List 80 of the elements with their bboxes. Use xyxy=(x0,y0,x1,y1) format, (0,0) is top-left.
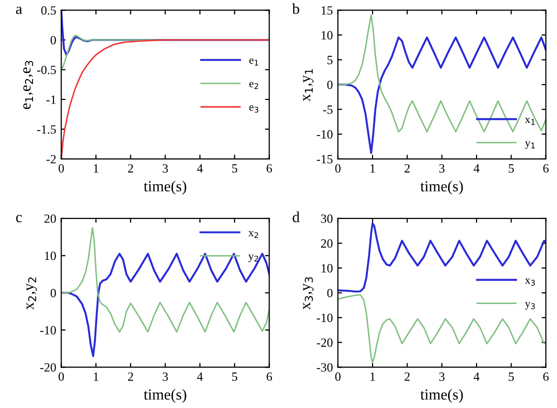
y-tick-label: 20 xyxy=(44,214,56,223)
y-tick-label: -2 xyxy=(46,155,56,164)
y-tick-label: -15 xyxy=(316,155,333,164)
y-tick-label: 5 xyxy=(327,56,333,64)
y-tick-label: 10 xyxy=(322,264,333,272)
y-tick-label: 30 xyxy=(321,214,333,223)
x-tick-label: 1 xyxy=(94,164,98,172)
legend-label: x$_{2}$ xyxy=(248,231,258,238)
y-axis-title: e$_{1}$,e$_{2}$,e$_{3}$ xyxy=(23,60,34,110)
legend-label: y$_{2}$ xyxy=(248,254,258,262)
y-tick-label: -10 xyxy=(316,314,333,322)
x-tick-label: 6 xyxy=(266,372,272,381)
x-tick-label: 6 xyxy=(543,372,549,381)
x-tick-label: 0 xyxy=(335,164,341,173)
legend-label: x$_{3}$ xyxy=(524,278,535,286)
x-tick-label: 0 xyxy=(58,164,64,173)
y-tick-label: -1 xyxy=(46,96,56,104)
y-axis-title: x$_{3}$,y$_{3}$ xyxy=(303,277,314,310)
x-tick-label: 4 xyxy=(197,164,203,172)
x-tick-label: 5 xyxy=(508,164,514,173)
y-tick-label: -10 xyxy=(40,326,56,334)
y-tick-label: 15 xyxy=(322,6,333,15)
line-series xyxy=(338,294,546,363)
x-tick-label: 6 xyxy=(266,164,272,173)
line-series xyxy=(338,36,546,154)
text: d xyxy=(292,212,300,222)
x-axis-title: time(s) xyxy=(144,388,186,403)
legend-label: y$_{1}$ xyxy=(524,141,535,149)
x-tick-label: 5 xyxy=(508,372,514,381)
y-tick-label: -10 xyxy=(316,130,333,139)
x-tick-label: 4 xyxy=(197,372,203,381)
line-series xyxy=(61,252,270,358)
x-axis-title: time(s) xyxy=(144,180,186,195)
x-tick-label: 1 xyxy=(94,372,98,381)
x-tick-label: 3 xyxy=(439,372,445,381)
legend-label: y$_{3}$ xyxy=(524,302,535,310)
line-series xyxy=(338,14,546,132)
y-tick-label: 0 xyxy=(50,36,56,44)
x-axis-title: time(s) xyxy=(420,180,463,195)
y-tick-label: 10 xyxy=(322,31,333,40)
y-tick-label: -30 xyxy=(316,363,333,372)
y-tick-label: -0.5 xyxy=(37,66,56,74)
y-tick-label: 0.5 xyxy=(41,6,56,15)
text: c xyxy=(16,214,22,222)
x-tick-label: 5 xyxy=(232,372,238,381)
legend-label: e$_{3}$ xyxy=(249,105,258,113)
x-tick-label: 3 xyxy=(439,164,445,173)
legend-label: x$_{1}$ xyxy=(524,118,535,125)
y-tick-label: -20 xyxy=(316,338,333,347)
x-tick-label: 0 xyxy=(335,372,341,381)
x-tick-label: 2 xyxy=(128,372,134,381)
x-tick-label: 5 xyxy=(232,164,238,173)
y-tick-label: 20 xyxy=(321,239,333,248)
y-tick-label: -5 xyxy=(323,106,333,114)
x-tick-label: 4 xyxy=(474,164,480,172)
x-tick-label: 4 xyxy=(474,372,480,381)
y-axis-title: x$_{1}$,y$_{1}$ xyxy=(303,69,314,102)
text: a xyxy=(16,6,22,14)
text: b xyxy=(292,3,300,14)
line-series xyxy=(338,222,546,293)
y-tick-label: -20 xyxy=(40,363,56,372)
x-tick-label: 6 xyxy=(543,164,549,173)
legend-label: e$_{2}$ xyxy=(249,82,258,90)
x-tick-label: 3 xyxy=(162,372,168,381)
x-tick-label: 1 xyxy=(370,164,375,172)
x-axis-title: time(s) xyxy=(420,388,463,403)
x-tick-label: 2 xyxy=(404,164,410,172)
y-tick-label: -1.5 xyxy=(37,125,56,134)
line-series xyxy=(61,227,270,333)
legend-label: e$_{1}$ xyxy=(249,58,258,66)
y-tick-label: 0 xyxy=(50,288,56,298)
x-tick-label: 2 xyxy=(128,164,134,172)
x-tick-label: 0 xyxy=(58,372,64,381)
y-tick-label: 0 xyxy=(327,288,333,298)
x-tick-label: 1 xyxy=(370,372,375,381)
y-axis-title: x$_{2}$,y$_{2}$ xyxy=(26,277,37,310)
y-tick-label: 10 xyxy=(45,252,56,260)
x-tick-label: 2 xyxy=(404,372,410,381)
y-tick-label: 0 xyxy=(327,80,333,90)
x-tick-label: 3 xyxy=(162,164,168,173)
